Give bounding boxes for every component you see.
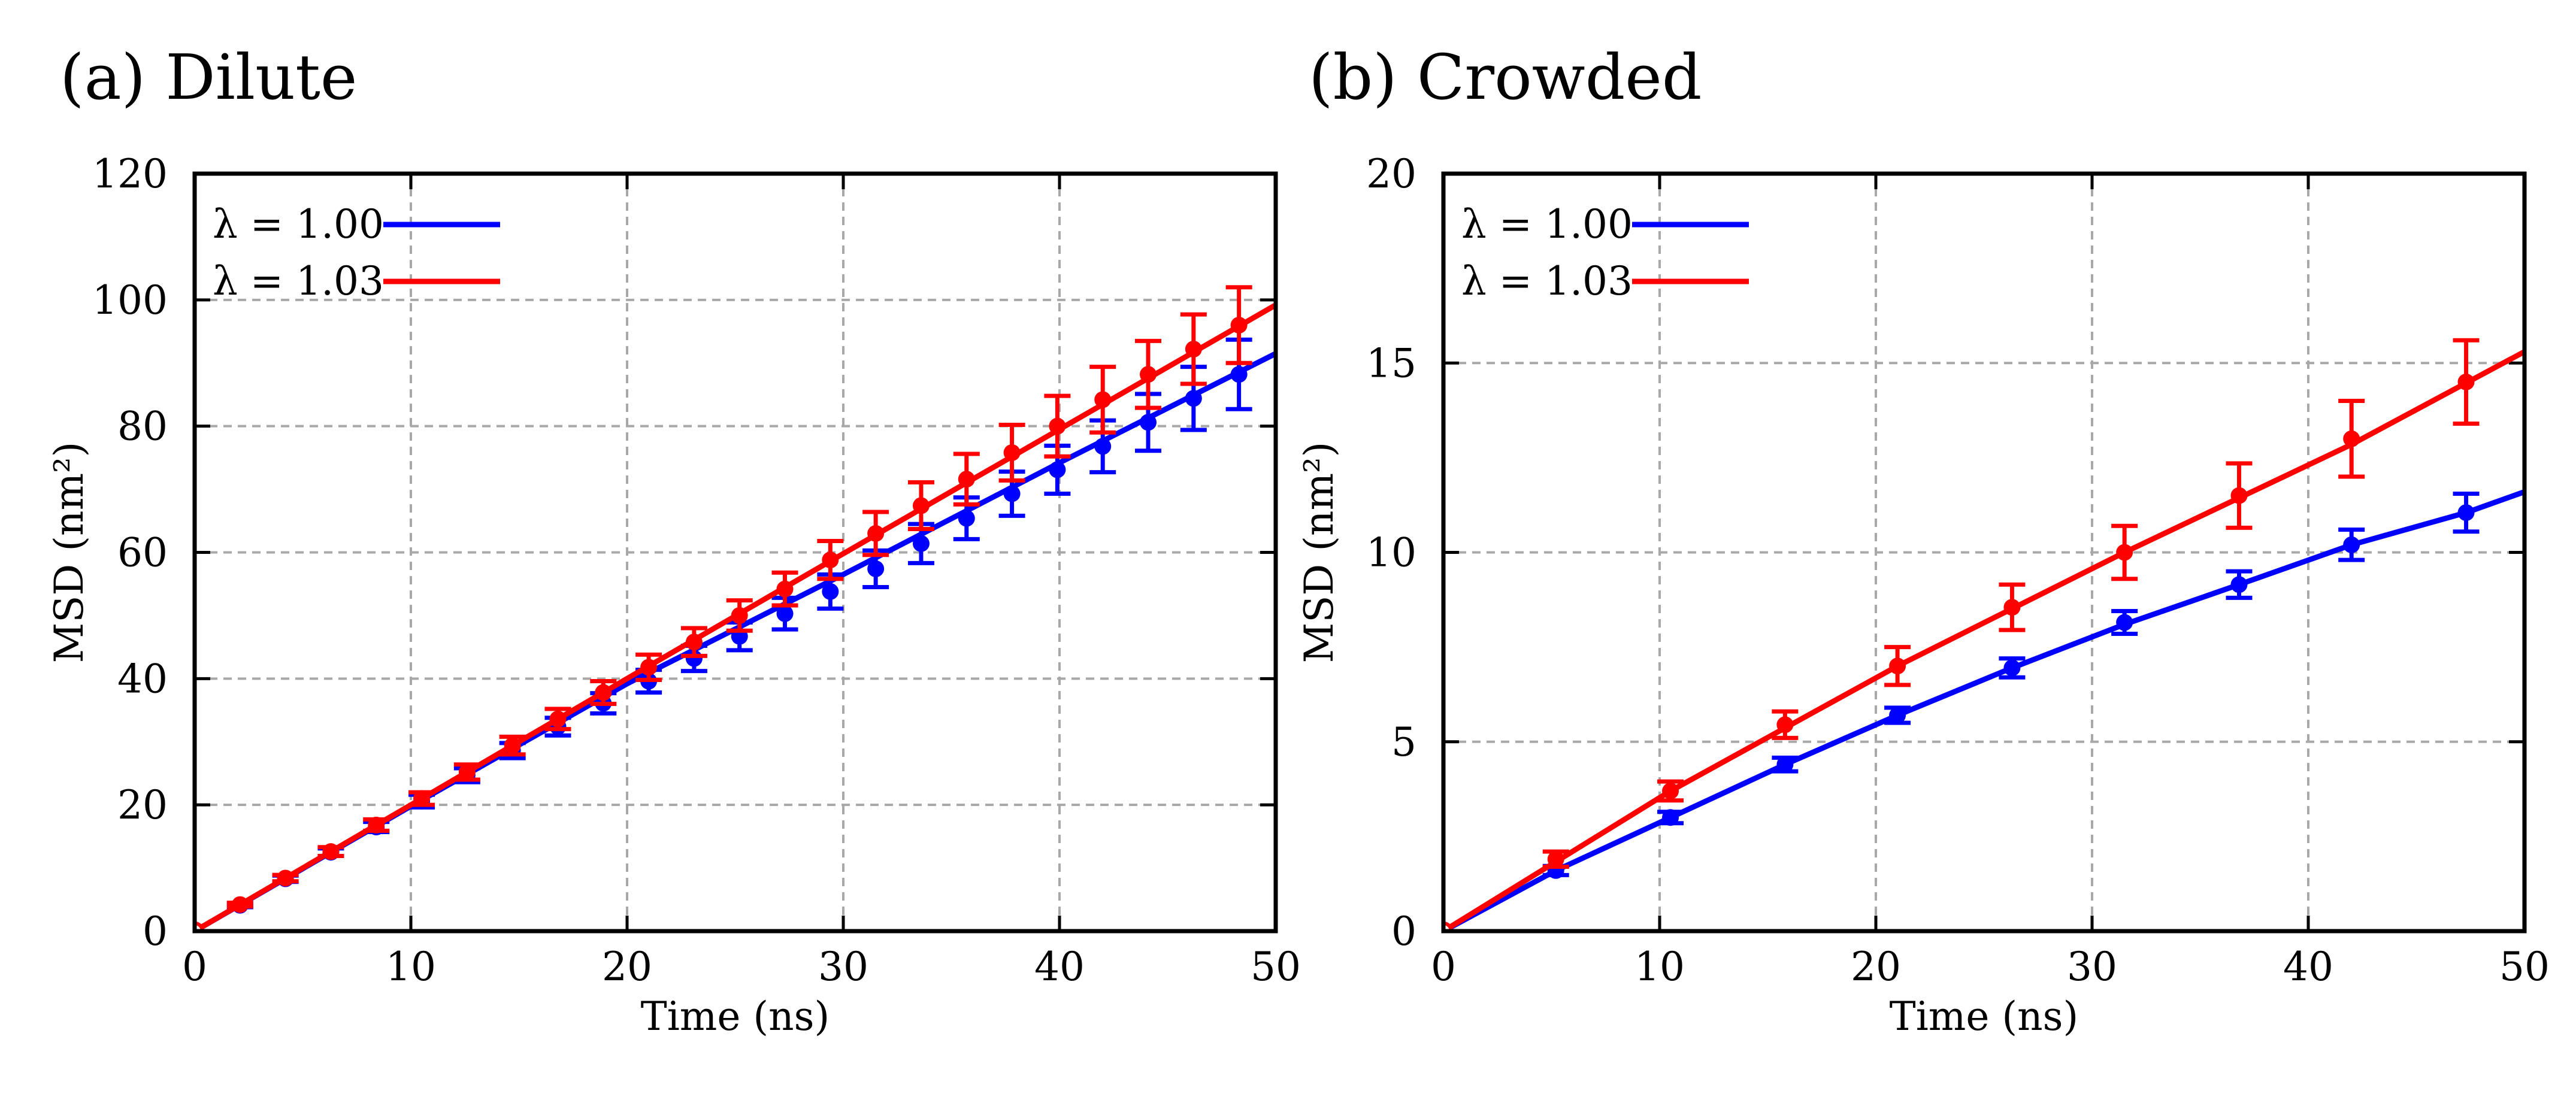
y-tick-label: 0 xyxy=(143,908,168,954)
series-line xyxy=(1443,489,2524,931)
data-point xyxy=(1049,417,1066,435)
data-point xyxy=(2343,430,2360,447)
data-point xyxy=(549,710,567,728)
legend-label: λ = 1.00 xyxy=(213,201,384,247)
data-point xyxy=(1003,485,1021,502)
data-point xyxy=(776,605,794,622)
x-tick-label: 50 xyxy=(1251,944,1301,990)
x-tick-label: 10 xyxy=(386,944,436,990)
y-tick-label: 10 xyxy=(1366,530,1416,576)
data-point xyxy=(595,684,612,701)
data-point xyxy=(1185,390,1202,407)
y-tick-label: 100 xyxy=(92,277,168,323)
data-point xyxy=(1185,341,1202,358)
data-point xyxy=(912,497,930,514)
series-lambda-1-03 xyxy=(1443,338,2524,931)
data-point xyxy=(1547,850,1564,868)
plot-frame xyxy=(1441,171,2527,934)
y-axis-label: MSD (nm²) xyxy=(46,442,92,663)
legend-label: λ = 1.03 xyxy=(213,258,384,304)
data-point xyxy=(867,525,885,542)
x-tick-label: 40 xyxy=(2283,944,2333,990)
y-tick-label: 20 xyxy=(117,782,168,828)
data-point xyxy=(1049,461,1066,478)
data-point xyxy=(867,560,885,577)
y-tick-label: 40 xyxy=(117,656,168,702)
data-point xyxy=(1662,782,1679,799)
x-tick-label: 20 xyxy=(1851,944,1901,990)
panel-title: (b) Crowded xyxy=(1309,41,1702,114)
data-point xyxy=(1889,707,1906,724)
data-point xyxy=(1230,366,1248,383)
data-point xyxy=(322,843,340,860)
panel-title: (a) Dilute xyxy=(60,41,357,114)
data-point xyxy=(640,659,658,676)
data-point xyxy=(1230,317,1248,334)
data-point xyxy=(2116,544,2133,561)
panel-dilute: (a) Dilute 0 10 20 30 40 50 0 20 40 60 80 100 120 Time… xyxy=(46,41,1301,1040)
data-point xyxy=(2003,599,2021,616)
data-point xyxy=(822,583,839,600)
data-point xyxy=(2116,614,2133,631)
x-axis-label: Time (ns) xyxy=(641,993,830,1040)
series-lambda-1-00 xyxy=(195,337,1276,931)
x-tick-label: 10 xyxy=(1634,944,1685,990)
data-point xyxy=(413,790,431,807)
series-lambda-1-03 xyxy=(195,285,1276,931)
data-point xyxy=(1776,756,1794,773)
data-point xyxy=(1776,716,1794,734)
data-point xyxy=(504,737,521,754)
x-tick-label: 20 xyxy=(602,944,652,990)
data-point xyxy=(2343,536,2360,553)
data-point xyxy=(1662,809,1679,826)
x-tick-label: 0 xyxy=(1431,944,1456,990)
data-point xyxy=(1094,438,1112,455)
data-point xyxy=(2457,373,2475,390)
y-tick-label: 0 xyxy=(1391,908,1416,954)
x-tick-label: 0 xyxy=(182,944,207,990)
data-point xyxy=(277,869,294,887)
y-tick-label: 20 xyxy=(1366,151,1416,197)
data-point xyxy=(958,510,975,527)
x-tick-label: 40 xyxy=(1034,944,1085,990)
y-tick-label: 80 xyxy=(117,404,168,450)
x-tick-label: 30 xyxy=(2067,944,2117,990)
data-point xyxy=(822,551,839,569)
data-point xyxy=(2003,659,2021,677)
data-point xyxy=(458,763,476,781)
data-point xyxy=(2230,487,2248,504)
data-point xyxy=(685,634,703,651)
data-point xyxy=(368,816,385,834)
y-axis-label: MSD (nm²) xyxy=(1296,442,1342,663)
data-point xyxy=(1140,414,1157,431)
data-point xyxy=(231,896,249,913)
data-point xyxy=(1003,444,1021,461)
data-point xyxy=(912,535,930,552)
y-tick-label: 60 xyxy=(117,530,168,576)
data-point xyxy=(1889,657,1906,675)
x-axis-label: Time (ns) xyxy=(1890,993,2079,1040)
plot-frame xyxy=(192,171,1278,934)
data-point xyxy=(776,580,794,598)
legend-label: λ = 1.03 xyxy=(1461,258,1633,304)
x-tick-label: 50 xyxy=(2499,944,2550,990)
series-lambda-1-00 xyxy=(1443,489,2524,931)
x-tick-label: 30 xyxy=(818,944,868,990)
legend-label: λ = 1.00 xyxy=(1461,201,1633,247)
y-tick-label: 5 xyxy=(1391,719,1416,765)
data-point xyxy=(958,471,975,488)
y-tick-label: 15 xyxy=(1366,340,1416,386)
data-point xyxy=(2457,504,2475,522)
data-point xyxy=(2230,576,2248,593)
y-tick-label: 120 xyxy=(92,151,168,197)
data-point xyxy=(731,607,748,624)
data-point xyxy=(1140,366,1157,383)
data-point xyxy=(1094,391,1112,408)
series-line xyxy=(1443,349,2524,931)
